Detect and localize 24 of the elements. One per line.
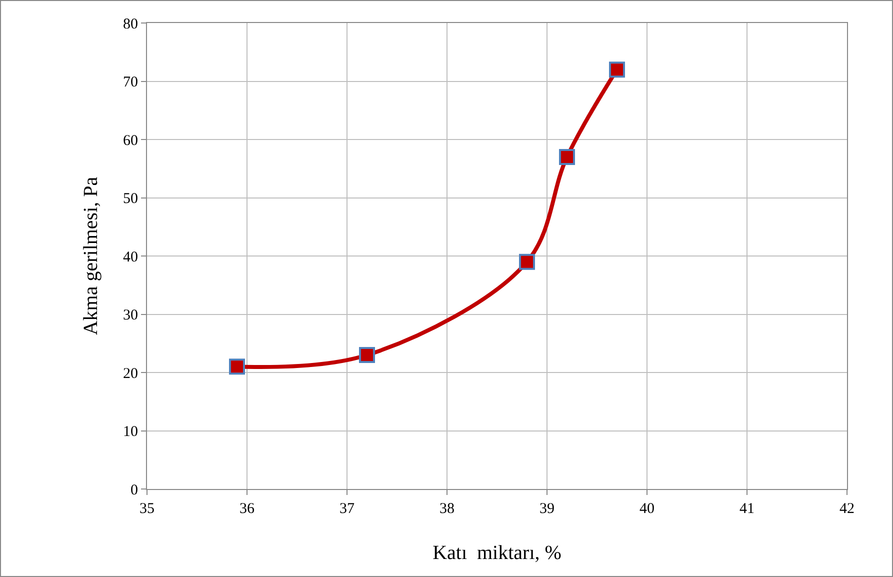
x-axis-title: Katı miktarı, % bbox=[432, 542, 562, 564]
x-tick-label: 36 bbox=[240, 501, 255, 517]
x-tick-label: 37 bbox=[340, 501, 355, 517]
y-tick-label: 50 bbox=[123, 191, 138, 207]
x-tick-label: 38 bbox=[440, 501, 454, 517]
y-tick-label: 30 bbox=[123, 308, 138, 324]
y-tick-label: 70 bbox=[123, 74, 138, 90]
y-tick-label: 10 bbox=[123, 424, 138, 440]
y-tick-label: 0 bbox=[130, 482, 138, 498]
y-tick-label: 80 bbox=[123, 16, 138, 32]
point bbox=[519, 254, 535, 270]
point bbox=[229, 358, 245, 375]
point bbox=[359, 347, 375, 364]
x-tick-label: 42 bbox=[840, 501, 854, 517]
point bbox=[559, 148, 575, 165]
y-tick-label: 60 bbox=[123, 132, 138, 149]
x-tick-label: 35 bbox=[140, 501, 154, 517]
x-tick-label: 41 bbox=[740, 501, 754, 517]
point bbox=[609, 62, 625, 78]
y-tick-label: 20 bbox=[123, 366, 138, 382]
y-tick-label: 40 bbox=[123, 249, 138, 266]
x-tick-label: 40 bbox=[640, 501, 654, 517]
y-axis-title: Akma gerilmesi, Pa bbox=[80, 176, 102, 336]
x-tick-label: 39 bbox=[540, 501, 554, 517]
